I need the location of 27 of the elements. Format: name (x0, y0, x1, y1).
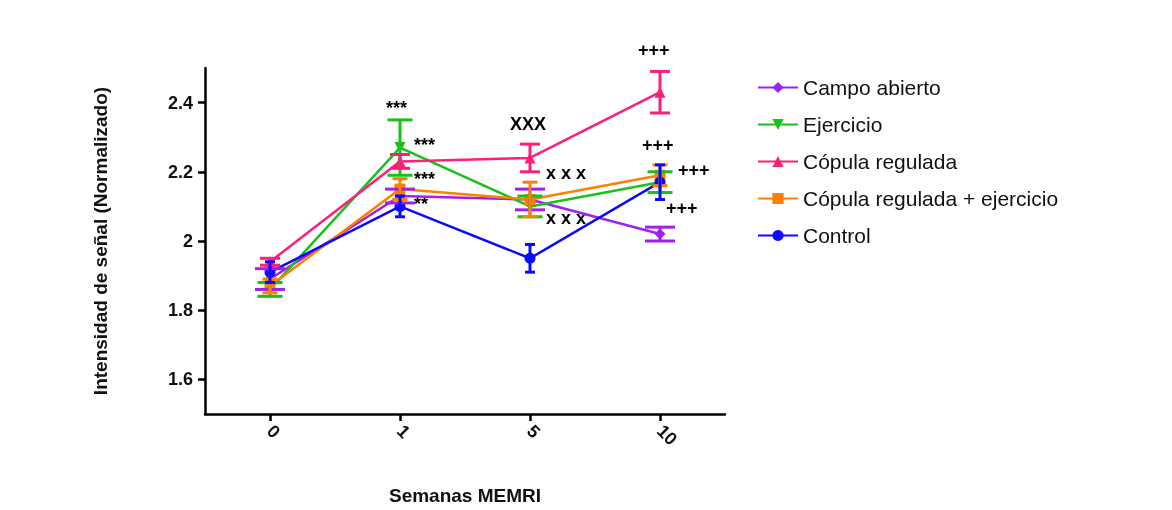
annotation: *** (414, 135, 436, 156)
legend-label: Cópula regulada + ejercicio (803, 187, 1059, 210)
annotation: +++ (642, 135, 674, 156)
annotation: *** (414, 169, 436, 190)
x-tick-label: 10 (652, 420, 682, 450)
y-tick-label: 1.8 (167, 300, 193, 321)
annotation: XXX (510, 113, 547, 134)
legend-label: Campo abierto (803, 76, 941, 99)
annotation: x x x (546, 208, 587, 229)
annotation: +++ (678, 160, 710, 181)
y-axis-title: Intensidad de señal (Normalizado) (90, 86, 111, 396)
y-tick-label: 2 (182, 231, 193, 251)
x-tick-label: 1 (392, 420, 415, 443)
annotation: x x x (546, 163, 587, 184)
x-tick-label: 0 (262, 420, 285, 443)
annotation: +++ (638, 40, 670, 61)
y-tick-label: 1.6 (167, 369, 193, 390)
legend-label: Cópula regulada (803, 150, 958, 173)
legend-label: Ejercicio (803, 113, 883, 136)
legend-label: Control (803, 224, 871, 247)
annotation: +++ (666, 198, 698, 219)
y-tick-label: 2.4 (167, 92, 193, 113)
x-axis-title: Semanas MEMRI (388, 485, 542, 506)
x-tick-label: 5 (522, 420, 545, 443)
annotation: *** (386, 97, 408, 118)
y-tick-label: 2.2 (167, 161, 193, 182)
annotation: ** (414, 194, 429, 215)
